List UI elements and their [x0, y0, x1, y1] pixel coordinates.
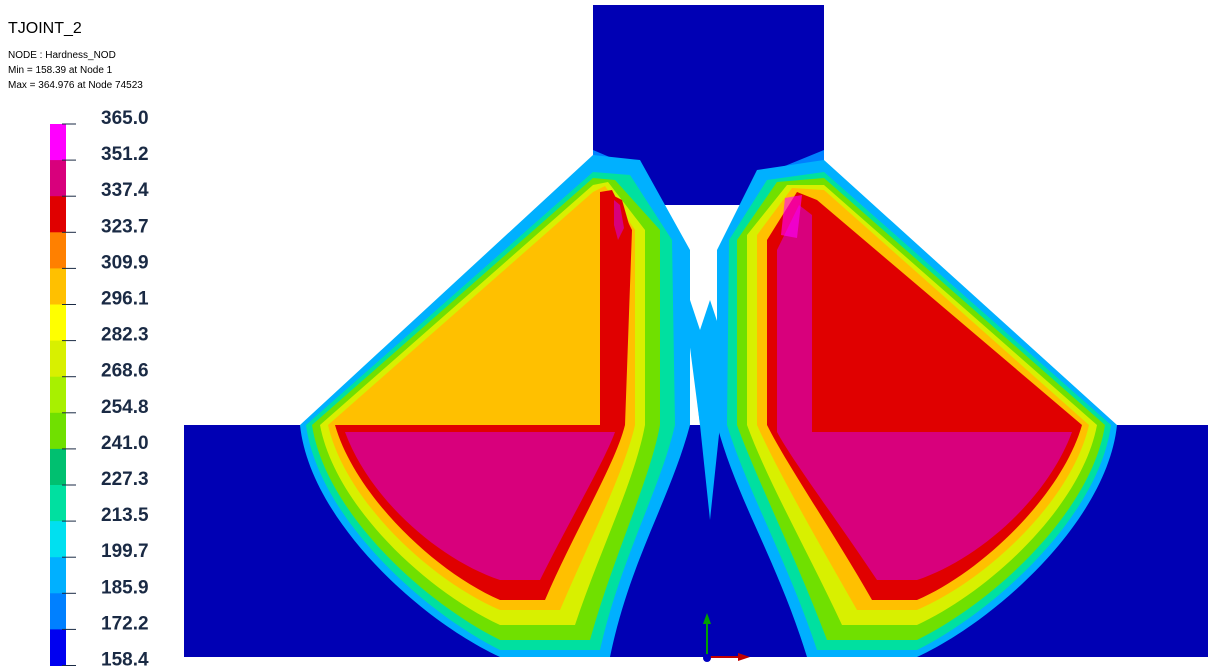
- info-line: NODE : Hardness_NOD: [8, 50, 116, 61]
- legend-swatch: [50, 629, 66, 666]
- axis-triad: [703, 613, 750, 662]
- legend-label: 185.9: [101, 577, 149, 598]
- legend-label: 241.0: [101, 433, 149, 454]
- info-line: Max = 364.976 at Node 74523: [8, 80, 143, 91]
- legend-swatch: [50, 557, 66, 594]
- weld-zone-right: [717, 160, 1117, 657]
- legend-label: 227.3: [101, 469, 149, 490]
- legend-label: 296.1: [101, 289, 149, 310]
- legend-swatch: [50, 340, 66, 378]
- legend-swatch: [50, 485, 66, 522]
- legend-swatch: [50, 232, 66, 269]
- weld-zone-left: [300, 155, 690, 657]
- legend-swatch: [50, 521, 66, 558]
- legend-label: 323.7: [101, 216, 149, 237]
- model-title: TJOINT_2: [8, 20, 82, 37]
- legend-swatch: [50, 593, 66, 630]
- legend: 365.0 351.2 337.4 323.7 309.9 296.1 282.3 268.6…: [50, 108, 149, 670]
- legend-swatch: [50, 448, 66, 486]
- info-line: Min = 158.39 at Node 1: [8, 65, 113, 76]
- legend-label: 268.6: [101, 361, 149, 382]
- model: [184, 5, 1208, 657]
- legend-swatch: [50, 412, 66, 450]
- legend-label: 254.8: [101, 397, 149, 418]
- legend-swatch: [50, 268, 66, 305]
- legend-swatch: [50, 160, 66, 197]
- legend-label: 213.5: [101, 505, 149, 526]
- legend-label: 337.4: [101, 180, 149, 201]
- legend-swatch: [50, 124, 66, 161]
- legend-swatch: [50, 304, 66, 342]
- legend-label: 158.4: [101, 650, 149, 670]
- legend-label: 172.2: [101, 613, 149, 634]
- legend-label: 199.7: [101, 541, 149, 562]
- legend-label: 282.3: [101, 325, 149, 346]
- legend-label: 309.9: [101, 252, 149, 273]
- legend-swatch: [50, 196, 66, 233]
- legend-swatch: [50, 376, 66, 414]
- legend-label: 351.2: [101, 144, 149, 165]
- legend-label: 365.0: [101, 108, 149, 129]
